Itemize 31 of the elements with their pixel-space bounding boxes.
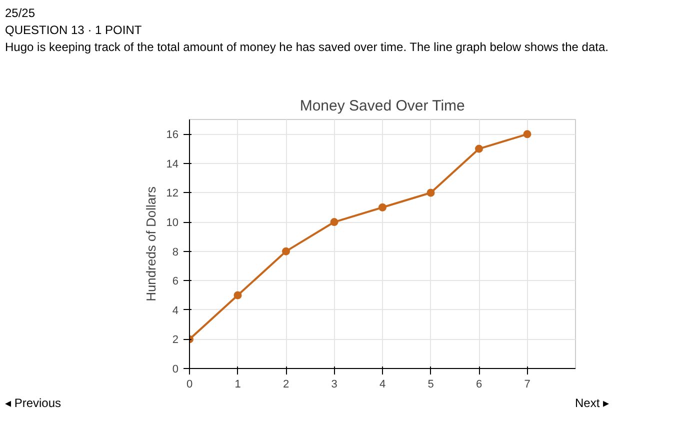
y-tick-label: 14	[166, 158, 179, 170]
y-tick-label: 6	[172, 276, 179, 288]
y-tick-label: 12	[166, 188, 179, 200]
x-tick-label: 7	[524, 378, 530, 390]
point	[234, 291, 242, 300]
text: ◂ Previous	[5, 395, 62, 412]
x-tick-label: 4	[379, 378, 386, 390]
text: QUESTION 13 · 1 POINT	[5, 22, 143, 40]
x-tick-label: 0	[186, 378, 193, 390]
x-tick-label: 3	[331, 378, 338, 390]
text: 25/25	[5, 5, 36, 22]
y-axis-title: Hundreds of Dollars	[143, 186, 158, 302]
point	[523, 130, 532, 138]
y-tick-label: 2	[172, 334, 179, 346]
y-tick-label: 4	[172, 304, 179, 317]
text: Hugo is keeping track of the total amount of money he has saved over time. The line graph below shows the data.	[5, 39, 608, 56]
x-tick-label: 1	[234, 378, 241, 390]
x-tick-label: 2	[282, 378, 290, 390]
text: Next ▸	[575, 395, 610, 412]
chart-title: Money Saved Over Time	[300, 98, 465, 114]
x-tick-label: 5	[428, 378, 434, 390]
x-tick-label: 6	[476, 378, 482, 390]
y-tick-label: 8	[172, 246, 179, 258]
y-tick-label: 10	[166, 217, 179, 230]
point	[282, 247, 290, 256]
point	[330, 218, 338, 226]
y-tick-label: 16	[166, 129, 179, 142]
y-tick-label: 0	[172, 364, 179, 376]
point	[475, 144, 483, 153]
point	[378, 203, 386, 212]
point	[426, 188, 435, 197]
